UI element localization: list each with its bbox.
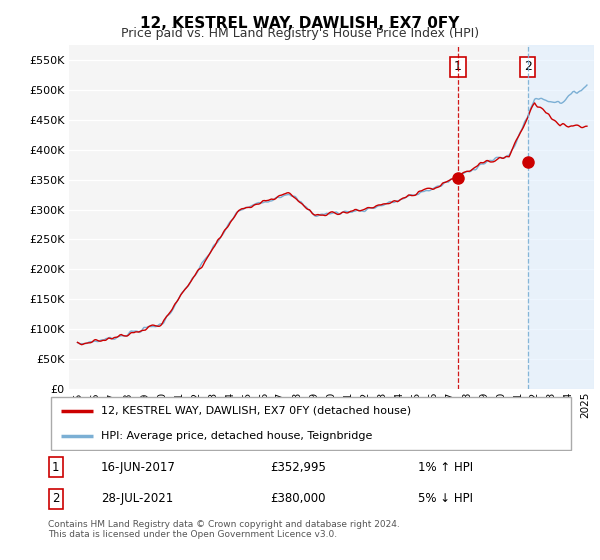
Text: 12, KESTREL WAY, DAWLISH, EX7 0FY (detached house): 12, KESTREL WAY, DAWLISH, EX7 0FY (detac…: [101, 406, 411, 416]
Text: 12, KESTREL WAY, DAWLISH, EX7 0FY: 12, KESTREL WAY, DAWLISH, EX7 0FY: [140, 16, 460, 31]
Text: 2: 2: [52, 492, 59, 505]
Text: Price paid vs. HM Land Registry's House Price Index (HPI): Price paid vs. HM Land Registry's House …: [121, 27, 479, 40]
Text: 2: 2: [524, 60, 532, 73]
Text: 28-JUL-2021: 28-JUL-2021: [101, 492, 173, 505]
Text: 16-JUN-2017: 16-JUN-2017: [101, 461, 176, 474]
Bar: [527, 45, 594, 389]
FancyBboxPatch shape: [50, 397, 571, 450]
Text: Contains HM Land Registry data © Crown copyright and database right 2024.
This d: Contains HM Land Registry data © Crown c…: [48, 520, 400, 539]
Text: 1: 1: [52, 461, 59, 474]
Text: 5% ↓ HPI: 5% ↓ HPI: [418, 492, 473, 505]
Text: £352,995: £352,995: [270, 461, 326, 474]
Text: 1% ↑ HPI: 1% ↑ HPI: [418, 461, 473, 474]
Text: HPI: Average price, detached house, Teignbridge: HPI: Average price, detached house, Teig…: [101, 431, 372, 441]
Text: £380,000: £380,000: [270, 492, 325, 505]
Text: 1: 1: [454, 60, 462, 73]
